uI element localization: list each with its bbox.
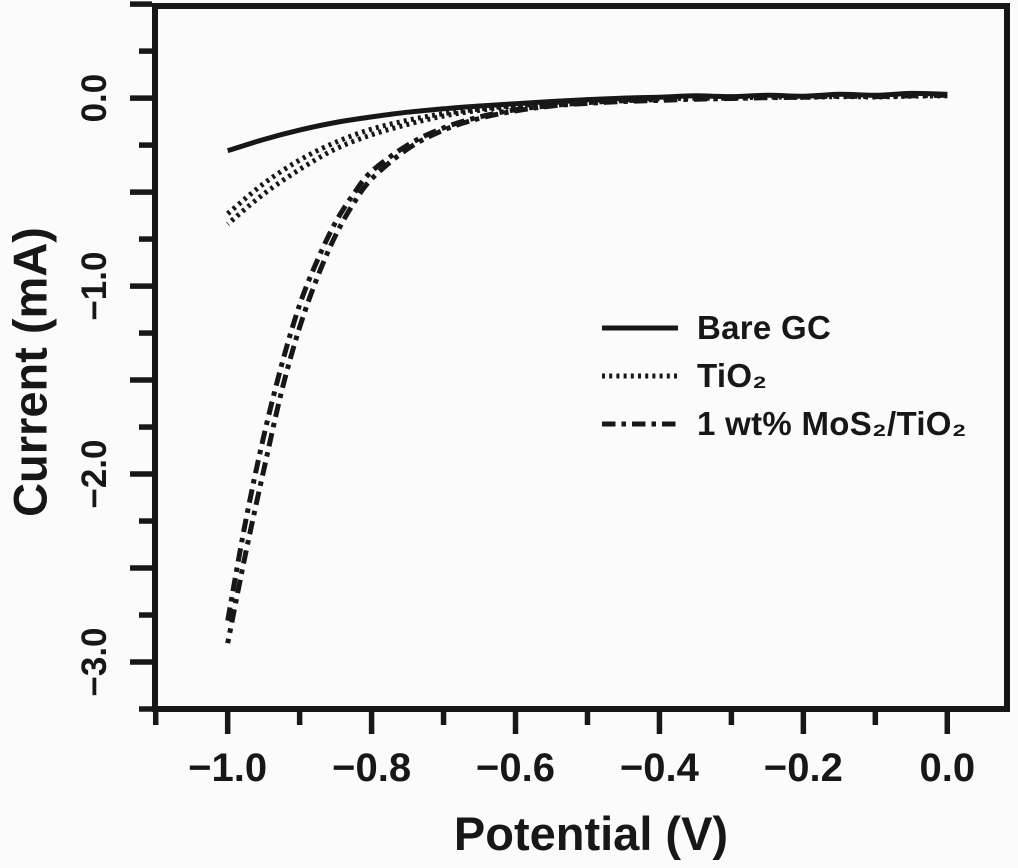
legend-swatch-solid-line-icon <box>602 325 678 331</box>
series-mos2-tio2-curve <box>225 92 948 644</box>
x-axis-title: Potential (V) <box>453 807 729 860</box>
x-tick-label: −1.0 <box>188 746 267 790</box>
legend-swatch-dotted-line-icon <box>602 373 678 379</box>
legend-label-bare-gc: Bare GC <box>697 309 832 346</box>
x-tick-label: −0.4 <box>620 746 700 790</box>
series-bare-gc-curve <box>226 90 948 154</box>
y-axis-title: Current (mA) <box>3 227 57 517</box>
legend-swatch-dashdot-line-icon <box>602 421 678 427</box>
y-tick-label: −2.0 <box>75 439 114 508</box>
legend-item-bare-gc: Bare GC <box>600 304 967 352</box>
legend-item-tio2: TiO₂ <box>600 352 967 400</box>
x-tick-label: 0.0 <box>919 746 975 790</box>
y-tick-label: −1.0 <box>75 252 114 321</box>
y-tick-label: −3.0 <box>75 627 114 696</box>
axes-frame <box>152 3 1010 712</box>
legend-label-mos2-tio2: 1 wt% MoS₂/TiO₂ <box>697 405 967 442</box>
legend: Bare GC TiO₂ 1 wt% MoS₂/TiO₂ <box>600 304 967 448</box>
x-tick-label: −0.2 <box>764 746 843 790</box>
legend-item-mos2-tio2: 1 wt% MoS₂/TiO₂ <box>600 400 967 448</box>
series-tio2-curve <box>226 93 948 226</box>
y-tick-label: 0.0 <box>75 74 114 123</box>
series-mos2-tio2-return-curve <box>225 97 660 622</box>
x-tick-label: −0.6 <box>476 746 555 790</box>
x-tick-label: −0.8 <box>332 746 411 790</box>
legend-label-tio2: TiO₂ <box>697 357 768 394</box>
